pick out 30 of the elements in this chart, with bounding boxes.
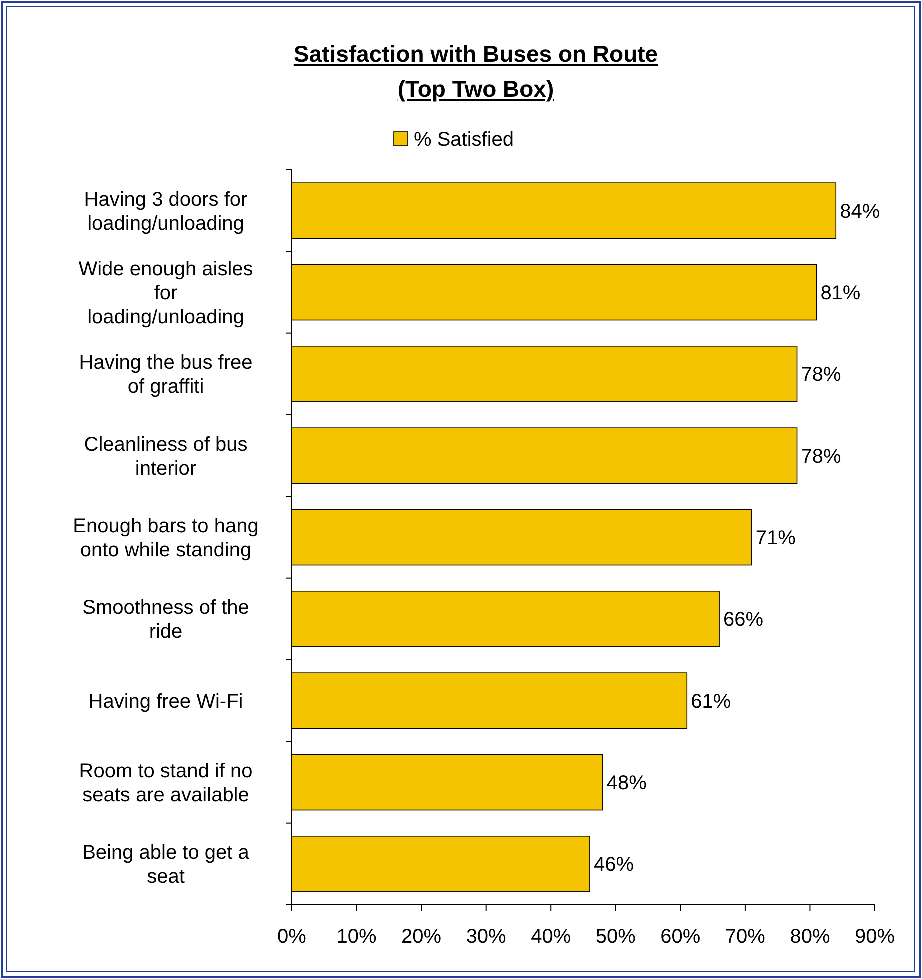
x-tick-label: 80% [790,926,830,948]
data-label: 46% [594,854,634,876]
y-tick-label: Room to stand if no seats are available [79,760,253,806]
x-tick-label: 30% [466,926,507,948]
chart-title: Satisfaction with Buses on Route (Top Two Box) [294,41,658,102]
data-label: 66% [724,609,764,632]
x-tick-label: 50% [596,926,636,948]
data-label: 48% [606,772,648,794]
data-label: 78% [801,446,842,468]
y-tick-label: Being able to get a seat [82,842,250,888]
x-tick-label: 60% [660,926,701,948]
data-label: 61% [691,690,732,713]
x-tick-label: 40% [531,926,572,948]
data-label: 81% [820,282,861,304]
data-label: 84% [840,200,880,223]
y-tick-label: Smoothness of the ride [82,597,250,644]
x-tick-label: 10% [336,926,378,948]
x-tick-label: 20% [402,926,442,948]
data-label: 71% [756,528,796,550]
y-tick-label: Having the bus free of graffiti [79,352,253,398]
x-tick-label: 90% [854,926,896,948]
y-tick-label: Having 3 doors for loading/unloading [84,188,248,235]
y-tick-label: Wide enough aisles for loading/unloading [78,258,254,328]
y-tick-label: Having free Wi-Fi [88,690,244,713]
x-tick-label: 0% [278,926,307,948]
x-tick-label: 70% [725,926,766,948]
y-tick-label: Enough bars to hang onto while standing [73,516,259,562]
legend-label: % Satisfied [414,129,514,151]
y-tick-label: Cleanliness of bus interior [84,434,248,480]
data-label: 78% [801,364,842,386]
